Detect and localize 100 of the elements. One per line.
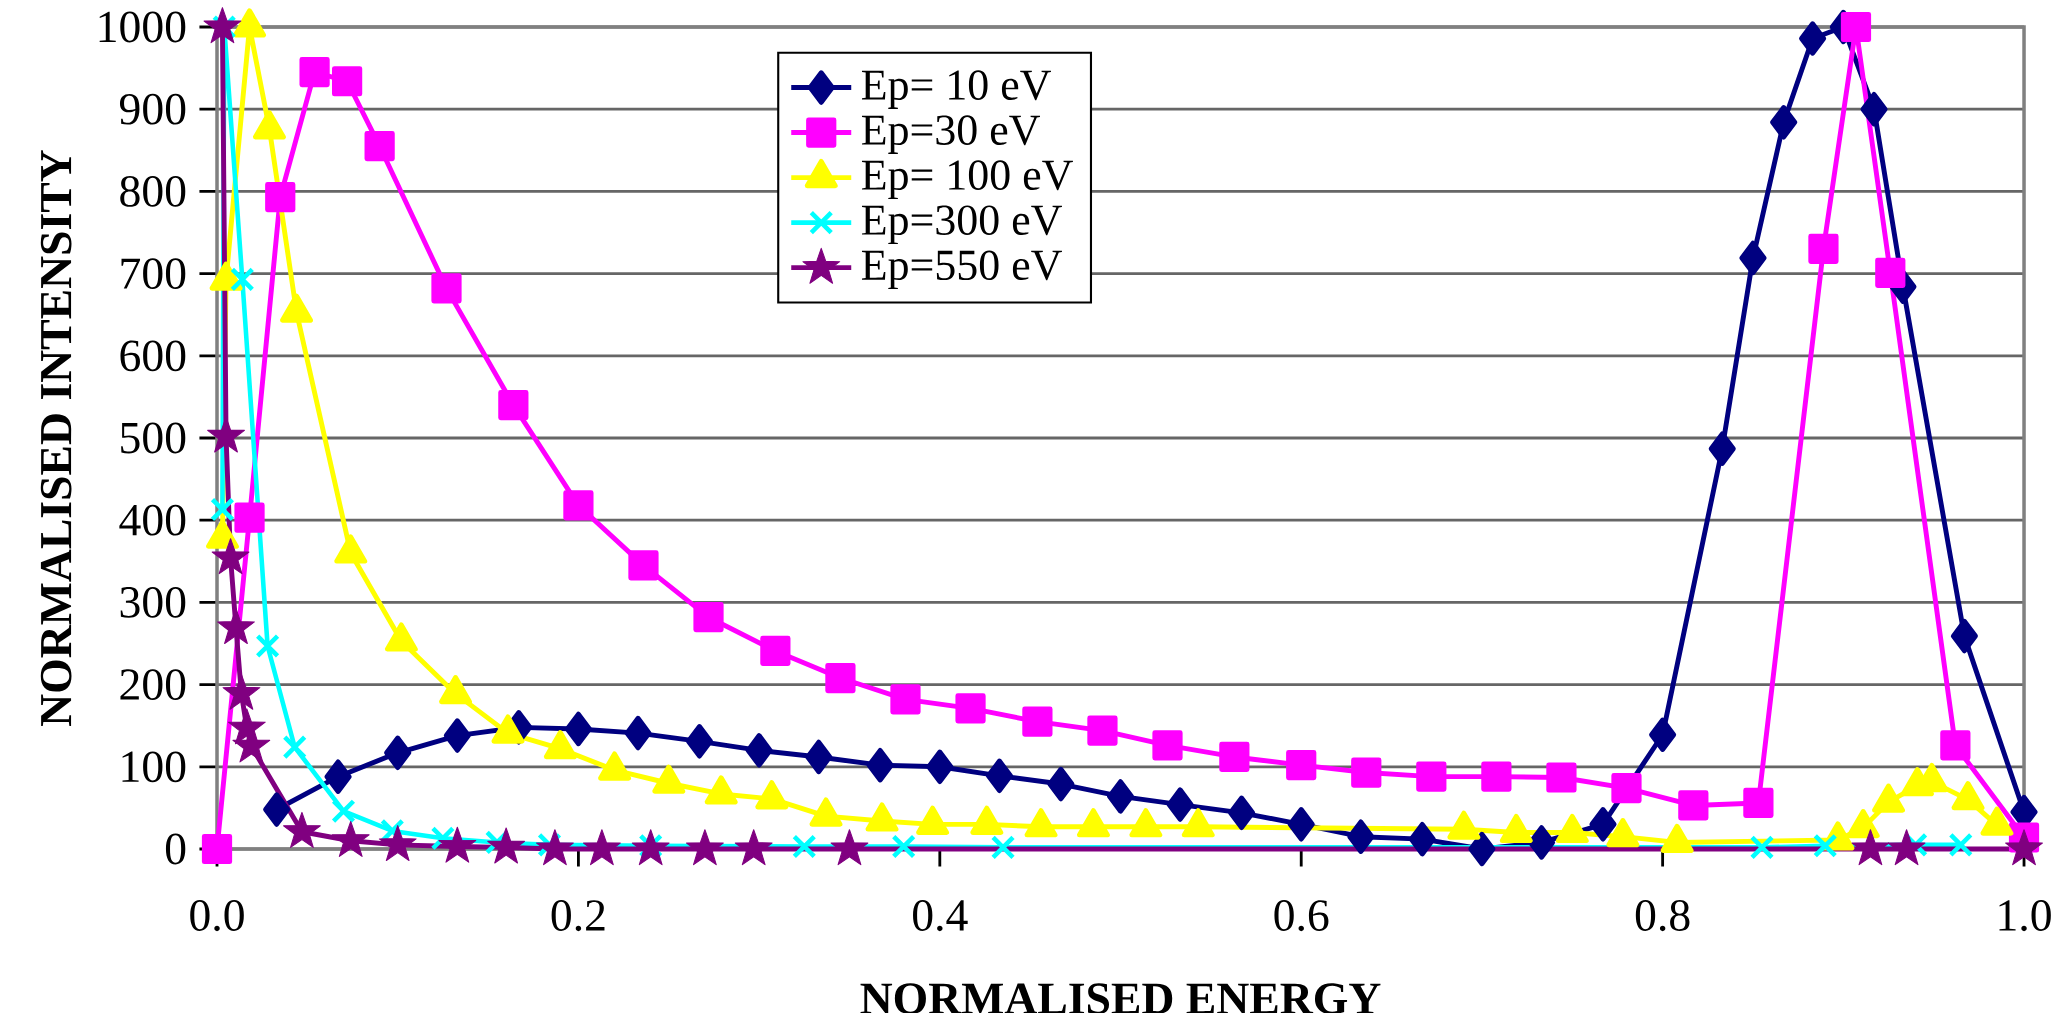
point <box>1808 233 1839 265</box>
point <box>1799 21 1827 56</box>
legend-label: Ep=550 eV <box>861 250 1062 289</box>
y-tick-label: 1000 <box>99 11 186 43</box>
point <box>498 390 529 421</box>
y-tick-label: 200 <box>120 669 186 701</box>
point <box>1408 821 1436 857</box>
point <box>830 829 869 866</box>
point <box>1219 741 1250 773</box>
y-tick-label: 0 <box>165 833 186 865</box>
point <box>217 608 255 645</box>
point <box>210 497 235 522</box>
point <box>384 735 412 771</box>
x-tick-label: 1.0 <box>1999 900 2051 932</box>
point <box>1589 807 1617 842</box>
y-axis-title: NORMALISED INTENSITY <box>40 150 72 726</box>
point <box>1770 105 1798 140</box>
point <box>1950 618 1978 654</box>
point <box>890 684 921 715</box>
point <box>582 829 621 866</box>
y-tick-label: 400 <box>119 504 186 536</box>
x-tick-label: 0.0 <box>190 900 244 932</box>
x-tick-label: 0.2 <box>551 900 605 932</box>
point <box>1047 766 1075 802</box>
point <box>332 66 363 97</box>
point <box>1166 787 1194 822</box>
point <box>1481 761 1512 792</box>
point <box>438 826 477 863</box>
point <box>1749 835 1775 860</box>
point <box>866 747 894 783</box>
point <box>487 827 526 864</box>
point <box>282 734 307 760</box>
point <box>1739 240 1767 276</box>
point <box>760 635 791 667</box>
point <box>1860 91 1888 127</box>
point <box>2005 829 2043 866</box>
y-tick-label: 900 <box>119 93 186 125</box>
point <box>734 829 773 866</box>
point <box>1948 832 1974 858</box>
point <box>211 538 250 575</box>
point <box>1228 795 1256 831</box>
point <box>1106 779 1135 814</box>
y-tick-label: 100 <box>122 751 186 783</box>
point <box>1351 757 1382 788</box>
x-tick-label: 0.6 <box>1274 900 1329 932</box>
point <box>378 825 417 862</box>
point <box>891 834 916 859</box>
point <box>685 724 714 759</box>
point <box>1087 715 1118 746</box>
point <box>825 662 856 694</box>
point <box>203 7 242 44</box>
y-tick-label: 500 <box>121 422 186 454</box>
point <box>1152 730 1183 761</box>
y-tick-label: 300 <box>120 587 186 618</box>
point <box>1416 761 1447 792</box>
point <box>324 759 352 794</box>
point <box>685 829 724 866</box>
point <box>1743 787 1774 819</box>
point <box>431 273 462 304</box>
point <box>1287 807 1315 842</box>
point <box>990 835 1016 860</box>
point <box>299 57 330 88</box>
point <box>564 711 592 747</box>
y-tick-label: 600 <box>120 340 186 372</box>
point <box>536 829 574 866</box>
point <box>364 131 395 162</box>
point <box>1286 750 1317 781</box>
x-tick-label: 0.8 <box>1635 900 1690 932</box>
point <box>331 820 370 857</box>
point <box>283 811 321 848</box>
point <box>1940 730 1971 761</box>
point <box>263 792 291 827</box>
legend-label: Ep= 100 eV <box>861 160 1073 199</box>
point <box>1468 831 1496 867</box>
point <box>1708 431 1736 466</box>
point <box>230 267 255 292</box>
point <box>331 798 356 824</box>
point <box>201 833 233 865</box>
point <box>1851 829 1890 866</box>
point <box>1813 833 1838 858</box>
point <box>1022 706 1053 737</box>
point <box>745 733 773 768</box>
point <box>443 718 471 753</box>
legend-label: Ep= 10 eV <box>861 70 1051 109</box>
point <box>792 834 817 859</box>
point <box>1840 11 1872 43</box>
point <box>1528 825 1556 860</box>
point <box>1649 717 1677 752</box>
point <box>1347 819 1375 854</box>
point <box>1678 790 1709 821</box>
point <box>1875 257 1906 288</box>
point <box>222 673 261 710</box>
y-tick-label: 800 <box>120 176 186 207</box>
point <box>693 602 724 633</box>
point <box>563 490 594 521</box>
legend-label: Ep=300 eV <box>861 205 1062 244</box>
point <box>1611 773 1642 804</box>
legend-label: Ep=30 eV <box>861 115 1040 154</box>
y-tick-label: 700 <box>121 258 186 290</box>
point <box>255 633 280 659</box>
